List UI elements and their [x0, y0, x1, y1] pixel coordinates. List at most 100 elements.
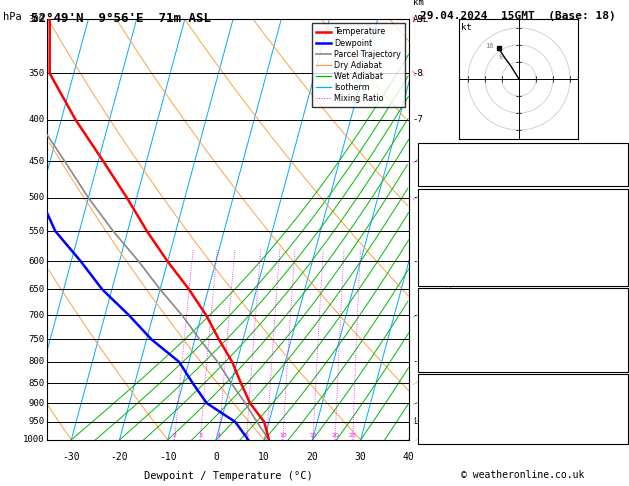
Text: Temp (°C): Temp (°C)	[421, 204, 473, 214]
Text: Lifted Index: Lifted Index	[421, 245, 491, 255]
Text: 4: 4	[217, 433, 221, 438]
Text: 11: 11	[613, 204, 625, 214]
Text: © weatheronline.co.uk: © weatheronline.co.uk	[461, 470, 585, 480]
Text: 15: 15	[309, 433, 317, 438]
Text: 550: 550	[29, 226, 45, 236]
Text: 650: 650	[29, 285, 45, 294]
Text: 750: 750	[29, 335, 45, 344]
Text: SREH: SREH	[421, 403, 445, 413]
Text: 600: 600	[29, 257, 45, 266]
Text: /: /	[412, 419, 418, 425]
Text: /: /	[412, 437, 418, 443]
Text: EH: EH	[421, 390, 433, 399]
Text: 2: 2	[172, 433, 177, 438]
Text: Lifted Index: Lifted Index	[421, 331, 491, 341]
Text: -9: -9	[413, 15, 423, 24]
Text: 52°49'N  9°56'E  71m ASL: 52°49'N 9°56'E 71m ASL	[31, 12, 211, 25]
Text: /: /	[412, 312, 418, 318]
Text: θₑ (K): θₑ (K)	[421, 317, 456, 327]
Text: 20: 20	[331, 433, 339, 438]
Text: 500: 500	[29, 193, 45, 202]
Text: 25: 25	[349, 433, 357, 438]
Text: 16: 16	[485, 43, 493, 50]
Text: Dewpoint / Temperature (°C): Dewpoint / Temperature (°C)	[143, 471, 313, 481]
Text: Surface: Surface	[502, 190, 544, 200]
Text: 6.7: 6.7	[608, 218, 625, 227]
Text: -2: -2	[413, 357, 423, 366]
Text: 10: 10	[279, 433, 287, 438]
Text: -7: -7	[413, 115, 423, 124]
Text: 30: 30	[613, 431, 625, 440]
Text: /: /	[420, 380, 425, 386]
Text: Hodograph: Hodograph	[496, 376, 550, 385]
Text: 400: 400	[29, 115, 45, 124]
Text: /: /	[420, 158, 425, 164]
Text: -8: -8	[413, 69, 423, 78]
Text: 30: 30	[355, 452, 367, 463]
Text: /: /	[412, 380, 418, 386]
Text: 450: 450	[29, 156, 45, 166]
Text: kt: kt	[461, 23, 472, 32]
Text: K: K	[421, 145, 427, 155]
Text: Dewp (°C): Dewp (°C)	[421, 218, 473, 227]
Text: /: /	[427, 419, 433, 425]
Text: 800: 800	[29, 357, 45, 366]
Text: 0: 0	[619, 358, 625, 368]
Text: 0: 0	[619, 259, 625, 268]
Text: 0: 0	[213, 452, 219, 463]
Text: -5: -5	[413, 193, 423, 202]
Text: -30: -30	[62, 452, 80, 463]
Text: /: /	[412, 17, 418, 22]
Text: 9: 9	[619, 331, 625, 341]
Text: 20: 20	[306, 452, 318, 463]
Text: /: /	[420, 17, 425, 22]
Text: 0: 0	[619, 345, 625, 354]
Text: PW (cm): PW (cm)	[421, 173, 462, 182]
Text: 900: 900	[29, 399, 45, 408]
Text: Totals Totals: Totals Totals	[421, 159, 496, 169]
Text: 300: 300	[608, 231, 625, 241]
Text: 8: 8	[265, 433, 269, 438]
Text: 950: 950	[29, 417, 45, 426]
Text: /: /	[420, 195, 425, 201]
Text: /: /	[412, 400, 418, 406]
Text: /: /	[420, 70, 425, 76]
Text: km: km	[413, 0, 423, 7]
Text: 1.4: 1.4	[608, 173, 625, 182]
Text: LCL: LCL	[413, 417, 428, 426]
Text: -3: -3	[413, 311, 423, 320]
Text: 27: 27	[613, 403, 625, 413]
Text: /: /	[420, 419, 425, 425]
Text: 6: 6	[245, 433, 248, 438]
Text: Most Unstable: Most Unstable	[484, 290, 562, 299]
Text: 236°: 236°	[601, 417, 625, 427]
Text: 8: 8	[619, 145, 625, 155]
Text: 850: 850	[29, 379, 45, 387]
Text: /: /	[420, 437, 425, 443]
Text: -1: -1	[413, 399, 423, 408]
Text: -20: -20	[111, 452, 128, 463]
Text: /: /	[412, 158, 418, 164]
Text: 3: 3	[198, 433, 202, 438]
Text: Mixing Ratio (g/kg): Mixing Ratio (g/kg)	[445, 200, 454, 302]
Text: /: /	[427, 380, 433, 386]
Text: θₑ(K): θₑ(K)	[421, 231, 450, 241]
Text: 29.04.2024  15GMT  (Base: 18): 29.04.2024 15GMT (Base: 18)	[420, 11, 615, 21]
Text: -10: -10	[159, 452, 177, 463]
Text: 1000: 1000	[23, 435, 45, 444]
Text: /: /	[420, 400, 425, 406]
Text: 300: 300	[29, 15, 45, 24]
Text: 700: 700	[29, 311, 45, 320]
Text: 8: 8	[499, 53, 503, 60]
Text: /: /	[412, 195, 418, 201]
Text: -7: -7	[613, 390, 625, 399]
Text: hPa: hPa	[3, 12, 22, 22]
Text: StmDir: StmDir	[421, 417, 456, 427]
Text: 1013: 1013	[601, 304, 625, 313]
Text: CIN (J): CIN (J)	[421, 358, 462, 368]
Text: -4: -4	[413, 257, 423, 266]
Text: 350: 350	[29, 69, 45, 78]
Legend: Temperature, Dewpoint, Parcel Trajectory, Dry Adiabat, Wet Adiabat, Isotherm, Mi: Temperature, Dewpoint, Parcel Trajectory…	[312, 23, 405, 106]
Text: /: /	[427, 400, 433, 406]
Text: 9: 9	[619, 245, 625, 255]
